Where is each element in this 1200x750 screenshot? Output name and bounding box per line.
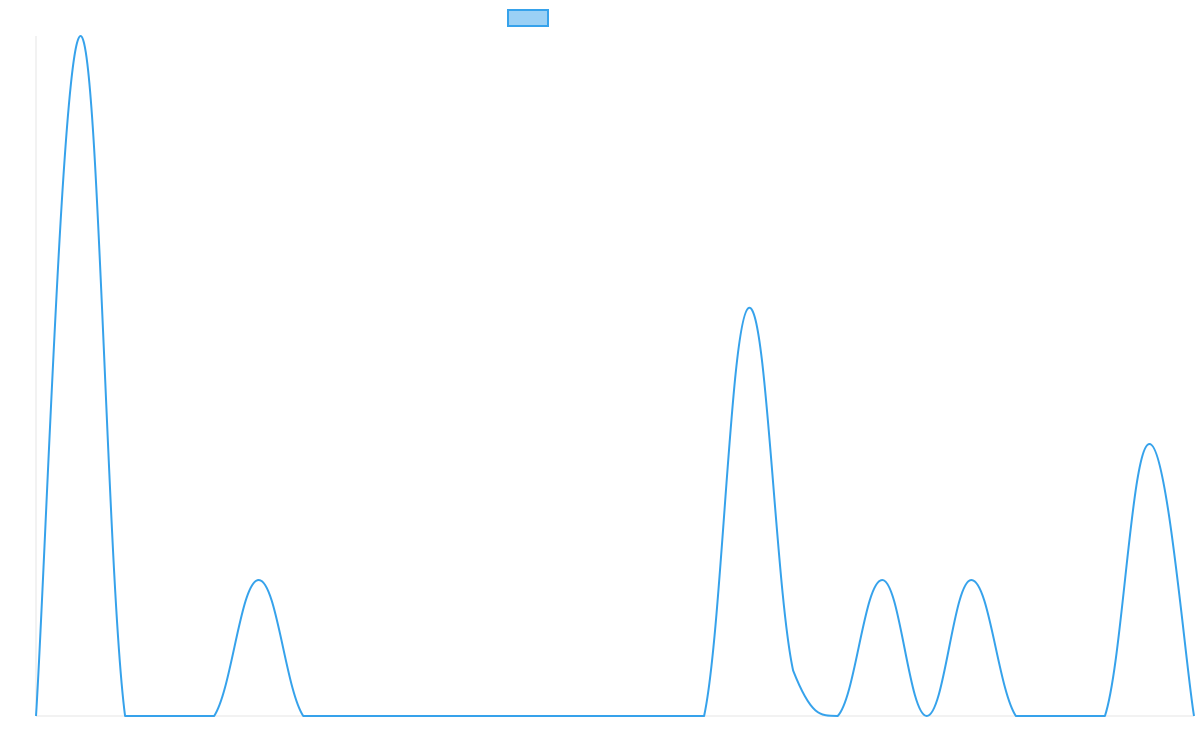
- legend[interactable]: [507, 9, 549, 27]
- legend-swatch[interactable]: [507, 9, 549, 27]
- plot-area: [35, 35, 1195, 717]
- chart-axes: [35, 36, 1194, 717]
- series-line-0: [35, 35, 1195, 717]
